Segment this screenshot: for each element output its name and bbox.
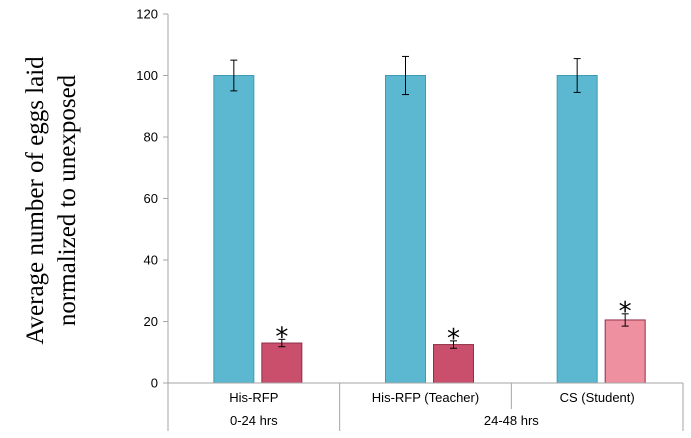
significance-star: *: [275, 322, 288, 352]
y-axis-label-line: Average number of eggs laid: [22, 56, 49, 345]
significance-star: *: [447, 324, 460, 354]
y-axis-label: Average number of eggs laid normalized to…: [22, 56, 81, 345]
y-tick-label: 80: [144, 130, 158, 145]
y-tick-label: 20: [144, 314, 158, 329]
category-label: His-RFP: [229, 390, 278, 405]
category-label: CS (Student): [560, 390, 635, 405]
bars-layer: * * *: [213, 55, 646, 384]
y-axis-label-line: normalized to unexposed: [54, 74, 81, 326]
y-tick-label: 40: [144, 253, 158, 268]
y-tick-label: 0: [151, 376, 158, 391]
bar: [433, 344, 474, 384]
bar: [604, 319, 646, 384]
y-axis: 0 20 40 60 80 100 120: [136, 7, 169, 431]
bar: [261, 342, 303, 384]
bar: [213, 75, 255, 384]
y-tick-label: 60: [144, 191, 158, 206]
category-label: His-RFP (Teacher): [372, 390, 479, 405]
time-label: 24-48 hrs: [484, 413, 539, 428]
bar: [556, 75, 598, 384]
bar: [385, 75, 426, 384]
y-tick-label: 120: [136, 7, 158, 22]
x-axis: His-RFP His-RFP (Teacher) CS (Student) 0-24…: [168, 382, 684, 431]
time-label: 0-24 hrs: [230, 413, 278, 428]
y-tick-label: 100: [136, 68, 158, 83]
significance-star: *: [619, 297, 632, 327]
